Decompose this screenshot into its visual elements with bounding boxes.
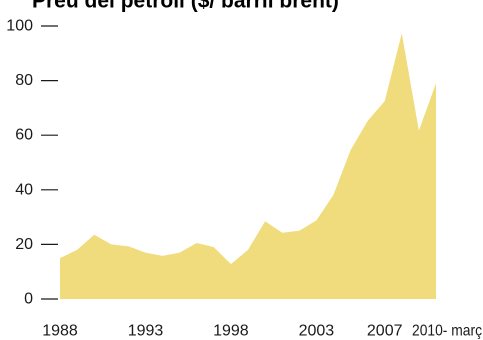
chart-title: Preu del petroli ($/ barril brent) [32,0,339,13]
y-tick-label: 100 [6,18,33,35]
x-tick-label: 1993 [128,323,164,340]
x-tick-label: 1988 [42,323,78,340]
x-tick-label: 1998 [213,323,249,340]
y-tick-label: 80 [15,72,33,89]
y-axis: 0 20 40 60 80 100 [6,18,58,308]
x-tick-label: 2010- març [412,323,482,340]
y-tick-label: 0 [24,291,33,308]
y-tick-label: 40 [15,181,33,198]
x-tick-label: 2003 [299,323,335,340]
x-axis: 1988 1993 1998 2003 2007 2010- març [42,323,482,340]
area-series [60,33,436,300]
y-tick-label: 60 [15,127,33,144]
x-tick-label: 2007 [367,323,403,340]
y-tick-label: 20 [15,236,33,253]
